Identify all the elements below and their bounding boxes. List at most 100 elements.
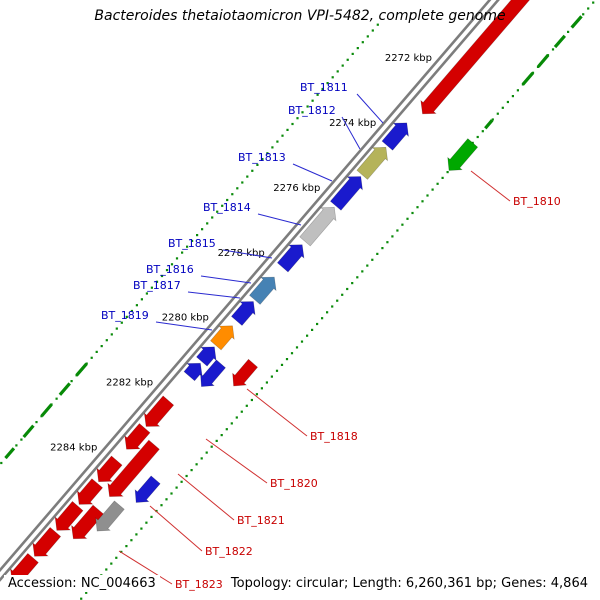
track-dot: [90, 356, 93, 359]
label-leader-line: [356, 93, 384, 124]
track-dot: [100, 345, 103, 348]
gene-label-BT_1823: BT_1823: [175, 578, 223, 591]
track-dot: [240, 410, 243, 413]
gene-arrow-BT_1812: [356, 146, 388, 180]
track-dot: [421, 200, 424, 203]
gene-arrow: [134, 475, 161, 503]
gene-arrow: [95, 500, 125, 532]
track-dot: [220, 434, 223, 437]
track-dot: [361, 41, 364, 44]
gene-arrow: [200, 359, 226, 387]
track-dot: [125, 545, 128, 548]
gene-arrow: [196, 346, 217, 367]
gene-label-BT_1811: BT_1811: [300, 81, 348, 94]
track-feature-dash: [484, 119, 494, 130]
label-leader-line: [205, 438, 268, 484]
track-dot: [341, 293, 344, 296]
gene-arrow-BT_1810: [447, 138, 479, 171]
track-dot: [125, 315, 128, 318]
backbone-line: [0, 0, 492, 573]
track-dot: [110, 562, 113, 565]
track-dot: [190, 469, 193, 472]
label-leader-line: [177, 473, 235, 521]
gene-arrow-BT_1811: [381, 122, 409, 151]
track-dot: [230, 422, 233, 425]
track-dot: [261, 158, 264, 161]
gene-arrow-BT_1822: [96, 455, 123, 483]
track-dot: [326, 82, 329, 85]
track-dot: [391, 235, 394, 238]
track-dot: [321, 317, 324, 320]
track-dot: [356, 276, 359, 279]
track-dot: [246, 175, 249, 178]
track-dot: [291, 122, 294, 126]
track-dot: [587, 7, 590, 10]
track-dot: [251, 169, 254, 172]
track-dot: [196, 234, 199, 237]
track-dot: [215, 439, 218, 442]
track-dot: [206, 222, 209, 225]
track-dot: [351, 282, 354, 285]
track-dot: [582, 13, 585, 16]
track-dot: [155, 280, 159, 283]
track-dot: [491, 118, 494, 121]
label-leader-line: [187, 291, 241, 299]
gene-arrow-BT_1814: [299, 206, 337, 247]
gene-label-BT_1820: BT_1820: [270, 477, 318, 490]
track-dot: [250, 398, 253, 402]
axis-tick-label: 2282 kbp: [106, 378, 153, 389]
track-dot: [165, 269, 169, 272]
track-dot: [366, 264, 369, 267]
gene-arrow: [183, 362, 203, 382]
gene-label-BT_1821: BT_1821: [237, 514, 285, 527]
track-dot: [321, 87, 324, 91]
track-dot: [506, 100, 509, 104]
topology-stats-text: Topology: circular; Length: 6,260,361 bp…: [226, 575, 592, 592]
label-leader-line: [246, 388, 308, 437]
gene-arrow-BT_1817: [230, 301, 256, 326]
label-leader-line: [222, 249, 273, 259]
track-dot: [135, 304, 138, 307]
track-dot: [145, 521, 148, 524]
track-dot: [0, 461, 3, 465]
track-dot: [175, 486, 178, 489]
track-dot: [150, 286, 153, 289]
track-dot: [236, 187, 239, 190]
track-dot: [255, 393, 258, 396]
track-dot: [301, 111, 304, 114]
track-dot: [281, 134, 284, 137]
track-dot: [270, 375, 273, 378]
gene-arrow: [77, 478, 104, 505]
track-feature-dash: [22, 424, 35, 439]
track-dot: [446, 171, 449, 174]
track-dot: [276, 140, 279, 143]
track-dot: [160, 274, 164, 278]
track-dot: [85, 362, 88, 365]
track-dot: [286, 128, 289, 131]
track-dot: [546, 54, 550, 57]
track-dot: [341, 64, 344, 67]
gene-arrow: [107, 439, 160, 497]
track-dot: [216, 210, 219, 213]
gene-arrow-BT_1823: [54, 500, 84, 531]
track-dot: [396, 229, 399, 232]
gene-arrow-BT_1819: [210, 325, 235, 351]
track-dot: [536, 65, 540, 68]
track-dot: [115, 327, 118, 330]
track-dot: [316, 322, 319, 326]
track-dot: [105, 568, 108, 571]
axis-tick-label: 2276 kbp: [273, 183, 320, 194]
track-dot: [331, 76, 334, 79]
track-feature-dash: [553, 34, 567, 49]
track-dot: [170, 263, 174, 266]
track-dot: [592, 1, 595, 4]
track-dot: [285, 358, 289, 361]
track-dot: [70, 380, 73, 383]
track-dot: [80, 597, 83, 600]
track-dot: [296, 117, 299, 120]
track-feature-dash: [537, 54, 550, 68]
gene-arrow: [420, 0, 530, 115]
track-dot: [35, 421, 38, 424]
track-dot: [201, 228, 204, 231]
